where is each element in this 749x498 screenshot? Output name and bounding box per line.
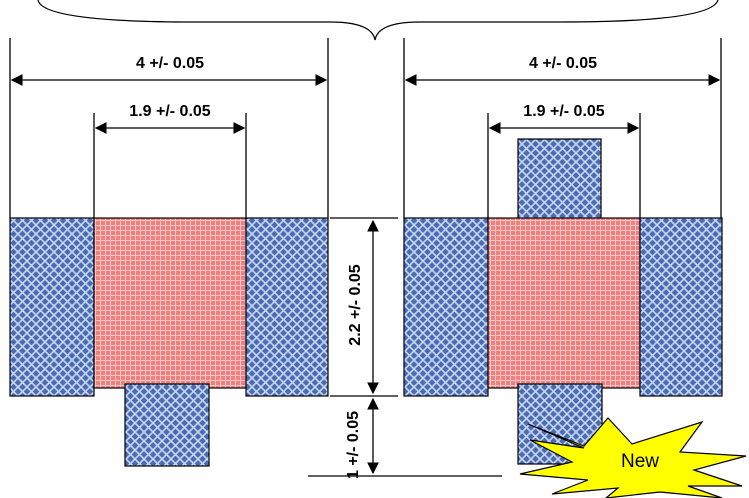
- offset-height-label: 1 +/- 0.05: [345, 411, 362, 479]
- left-body: [93, 217, 247, 389]
- new-starburst-icon: [519, 417, 747, 498]
- right-pad-1: [403, 217, 489, 397]
- left-total-width-label: 4 +/- 0.05: [136, 55, 204, 72]
- top-brace: [37, 0, 719, 41]
- left-pad-2: [245, 217, 329, 397]
- left-pad-1: [9, 217, 95, 397]
- right-body: [487, 217, 641, 389]
- new-badge-label: New: [621, 451, 659, 472]
- right-inner-width-label: 1.9 +/- 0.05: [523, 103, 604, 120]
- right-footprint: 4 +/- 0.05 1.9 +/- 0.05: [403, 38, 723, 465]
- left-pad-bottom: [124, 383, 210, 467]
- pad-height-label: 2.2 +/- 0.05: [347, 264, 364, 345]
- vertical-dimensions: 2.2 +/- 0.05 1 +/- 0.05: [308, 217, 502, 479]
- right-total-width-label: 4 +/- 0.05: [529, 55, 597, 72]
- left-inner-width-label: 1.9 +/- 0.05: [129, 103, 210, 120]
- right-pad-2: [639, 217, 723, 397]
- new-badge: New: [519, 417, 747, 498]
- left-footprint: 4 +/- 0.05 1.9 +/- 0.05: [9, 38, 329, 467]
- right-pad-top: [517, 138, 602, 220]
